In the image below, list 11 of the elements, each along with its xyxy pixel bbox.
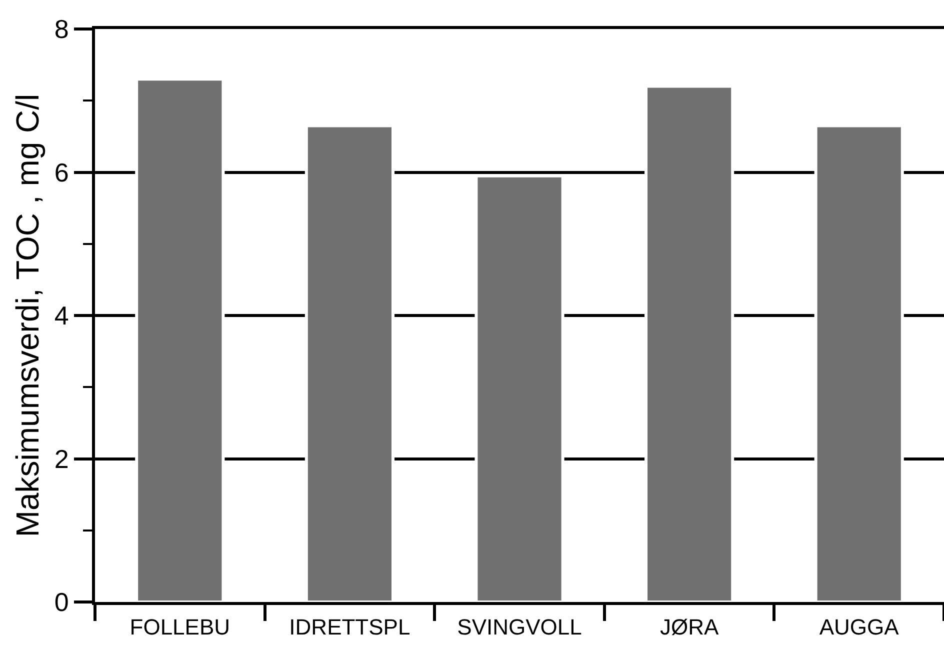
y-tick-label: 4: [54, 300, 69, 331]
x-tick-label: AUGGA: [819, 614, 900, 640]
x-tick-label: FOLLEBU: [130, 614, 230, 640]
y-tick-label: 8: [54, 14, 69, 44]
y-tick-label: 0: [54, 587, 69, 618]
y-tick-label: 2: [54, 444, 69, 474]
x-tick-label: SVINGVOLL: [457, 614, 582, 640]
y-axis-title: Maksimumsverdi, TOC , mg C/l: [10, 94, 46, 538]
x-tick-label: JØRA: [660, 614, 719, 640]
x-tick-label: IDRETTSPL: [289, 614, 410, 640]
y-tick-label: 6: [54, 157, 69, 188]
